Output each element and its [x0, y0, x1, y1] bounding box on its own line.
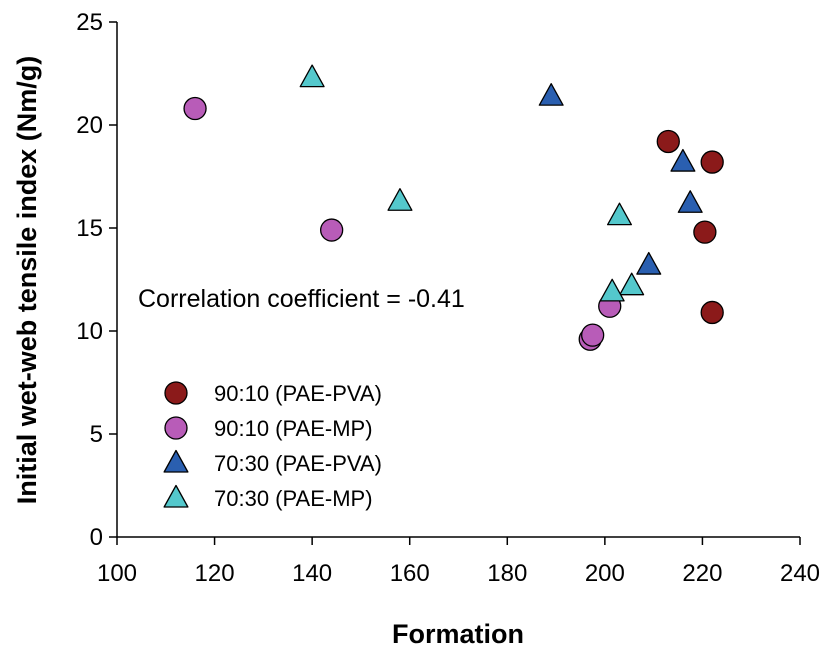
circle-point	[700, 150, 724, 174]
legend: 90:10 (PAE-PVA) 90:10 (PAE-MP) 70:30 (PAE-…	[163, 381, 382, 511]
legend-label: 70:30 (PAE-MP)	[214, 486, 373, 511]
legend-item: 70:30 (PAE-PVA)	[163, 449, 382, 476]
y-axis-title: Initial wet-web tensile index (Nm/g)	[12, 56, 42, 505]
circle-point	[183, 96, 207, 121]
y-tick-label: 15	[76, 215, 103, 242]
triangle-point	[636, 251, 662, 275]
tick-labels: 100 120 140 160 180 200 220 240 0 5 10 15 20 25	[76, 9, 820, 587]
x-tick-label: 120	[195, 560, 235, 587]
legend-marker	[163, 449, 189, 473]
circle-point	[320, 218, 344, 242]
triangle-point	[606, 202, 633, 226]
y-tick-label: 25	[76, 9, 103, 36]
circle-point	[700, 300, 724, 325]
x-tick-label: 180	[487, 560, 527, 587]
legend-marker	[164, 381, 188, 405]
series-4	[299, 64, 645, 302]
data-points	[183, 64, 724, 351]
triangle-point	[677, 190, 703, 213]
legend-marker	[163, 484, 189, 508]
legend-marker	[164, 416, 188, 440]
y-tick-label: 5	[90, 421, 103, 448]
x-tick-label: 200	[585, 560, 625, 587]
x-tick-label: 240	[780, 560, 820, 587]
series-3	[538, 83, 703, 275]
triangle-point	[670, 148, 696, 172]
x-axis-title: Formation	[392, 619, 524, 649]
x-tick-label: 140	[292, 560, 332, 587]
y-tick-label: 0	[90, 524, 103, 551]
circle-point	[656, 129, 680, 154]
x-tick-label: 100	[97, 560, 137, 587]
x-tick-label: 220	[682, 560, 722, 587]
triangle-point	[599, 278, 625, 302]
legend-item: 70:30 (PAE-MP)	[163, 484, 373, 511]
triangle-point	[619, 272, 645, 296]
tick-marks	[109, 21, 801, 545]
triangle-point	[538, 83, 564, 106]
triangle-point	[299, 64, 325, 88]
circle-point	[693, 220, 717, 244]
y-tick-label: 10	[76, 318, 103, 345]
legend-label: 70:30 (PAE-PVA)	[214, 451, 382, 476]
y-tick-label: 20	[76, 112, 103, 139]
x-tick-label: 160	[390, 560, 430, 587]
legend-item: 90:10 (PAE-PVA)	[164, 381, 382, 406]
legend-item: 90:10 (PAE-MP)	[164, 416, 373, 441]
correlation-annotation: Correlation coefficient = -0.41	[138, 285, 465, 313]
axes	[116, 22, 800, 538]
legend-label: 90:10 (PAE-MP)	[214, 416, 373, 441]
circle-point	[581, 323, 605, 347]
legend-label: 90:10 (PAE-PVA)	[214, 381, 382, 406]
series-1	[656, 129, 724, 325]
triangle-point	[387, 188, 413, 211]
